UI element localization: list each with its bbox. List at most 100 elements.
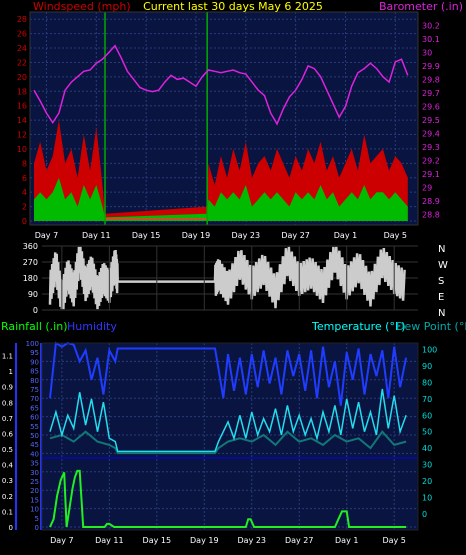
barometer-tick: 30.1: [422, 35, 440, 44]
wind-x-tick: Day 27: [281, 231, 310, 240]
wind-x-tick: Day 23: [232, 231, 261, 240]
barometer-tick: 29.3: [422, 143, 440, 152]
temperature-tick: 100: [422, 346, 437, 355]
rainfall-tick: 1.1: [2, 352, 13, 360]
temperature-series: [49, 388, 407, 453]
temperature-tick: 70: [422, 395, 432, 404]
temperature-tick: 50: [422, 428, 432, 437]
temperature-label: Temperature (°F): [311, 320, 406, 333]
rainfall-tick: 0.6: [2, 430, 14, 438]
humidity-tick: 100: [26, 340, 39, 348]
windspeed-label: Windspeed (mph): [33, 0, 131, 13]
rainfall-tick: 0.2: [2, 493, 13, 501]
axes: 024681012141618202224262828.828.92929.12…: [2, 11, 448, 545]
rainfall-tick: 1: [9, 368, 13, 376]
direction-tick: 180: [23, 274, 38, 283]
humidity-tick: 95: [30, 349, 39, 357]
wind-x-tick: Day 7: [35, 231, 58, 240]
humidity-tick: 30: [30, 469, 39, 477]
wind-speed-series: [34, 177, 408, 221]
rain-x-tick: Day 19: [190, 536, 219, 545]
windspeed-tick: 28: [17, 15, 27, 24]
rainfall-tick: 0: [9, 524, 13, 532]
temperature-tick: 60: [422, 411, 432, 420]
dewpoint-series: [49, 430, 407, 455]
temperature-tick: 10: [422, 493, 432, 502]
barometer-tick: 30: [422, 48, 432, 57]
humidity-tick: 40: [30, 450, 39, 458]
humidity-series: [49, 341, 408, 406]
direction-tick: 90: [28, 290, 38, 299]
compass-label: S: [438, 276, 444, 287]
direction-tick: 0: [33, 306, 38, 315]
rain-x-tick: Day 11: [95, 536, 124, 545]
wind-x-tick: Day 11: [82, 231, 111, 240]
windspeed-tick: 18: [17, 87, 27, 96]
barometer-tick: 29.6: [422, 102, 440, 111]
rainfall-series: [49, 469, 407, 528]
rain-x-tick: Day 23: [238, 536, 267, 545]
barometer-tick: 29.4: [422, 129, 440, 138]
wind-x-tick: Day 1: [334, 231, 357, 240]
rain-x-tick: Day 1: [335, 536, 358, 545]
barometer-tick: 28.8: [422, 210, 440, 219]
barometer-tick: 29.1: [422, 170, 440, 179]
windspeed-tick: 16: [17, 102, 27, 111]
windspeed-tick: 4: [22, 188, 27, 197]
rain-x-tick: Day 27: [285, 536, 314, 545]
rain-x-tick: Day 7: [50, 536, 73, 545]
rain-x-tick: Day 15: [143, 536, 172, 545]
humidity-tick: 0: [35, 524, 39, 532]
humidity-label: Humidity: [67, 320, 117, 333]
rainfall-tick: 0.3: [2, 477, 13, 485]
chart-title: Current last 30 days May 6 2025: [143, 0, 323, 13]
wind-x-tick: Day 19: [182, 231, 211, 240]
humidity-tick: 70: [30, 395, 39, 403]
wind-panel-frame: [29, 11, 419, 226]
humidity-tick: 50: [30, 432, 39, 440]
barometer-tick: 29.8: [422, 75, 440, 84]
temperature-tick: 0: [422, 510, 427, 519]
humidity-tick: 25: [30, 478, 39, 486]
wind-direction-series: [48, 246, 406, 310]
humidity-tick: 85: [30, 368, 39, 376]
temperature-tick: 30: [422, 461, 432, 470]
rainfall-tick: 0.4: [2, 462, 14, 470]
windspeed-tick: 12: [17, 131, 27, 140]
humidity-tick: 60: [30, 414, 39, 422]
windspeed-tick: 14: [17, 116, 27, 125]
rainfall-tick: 0.7: [2, 415, 13, 423]
humidity-tick: 90: [30, 358, 39, 366]
direction-tick: 270: [23, 258, 38, 267]
temperature-tick: 90: [422, 362, 432, 371]
barometer-tick: 29.9: [422, 62, 440, 71]
humidity-tick: 35: [30, 460, 39, 468]
barometer-tick: 30.2: [422, 21, 440, 30]
humidity-tick: 10: [30, 506, 39, 514]
barometer-series: [33, 44, 409, 126]
humidity-tick: 20: [30, 487, 39, 495]
rain-panel-frame: [41, 342, 419, 531]
dewpoint-label: Dew Point (°F): [396, 320, 466, 333]
windspeed-tick: 2: [22, 203, 27, 212]
compass-label: W: [438, 260, 448, 271]
humidity-tick: 75: [30, 386, 39, 394]
direction-tick: 360: [23, 242, 38, 251]
barometer-tick: 29: [422, 183, 432, 192]
windspeed-tick: 26: [17, 30, 27, 39]
compass-label: E: [438, 292, 444, 303]
humidity-tick: 65: [30, 404, 39, 412]
windspeed-tick: 20: [17, 73, 27, 82]
temperature-tick: 80: [422, 378, 432, 387]
windspeed-tick: 0: [22, 217, 27, 226]
wind-x-tick: Day 5: [384, 231, 407, 240]
rainfall-tick: 0.1: [2, 508, 13, 516]
rainfall-tick: 0.8: [2, 399, 13, 407]
rain-panel-bg: [42, 343, 418, 530]
wind-x-tick: Day 15: [132, 231, 161, 240]
windspeed-tick: 8: [22, 159, 27, 168]
windspeed-tick: 10: [17, 145, 27, 154]
humidity-tick: 15: [30, 496, 39, 504]
barometer-tick: 28.9: [422, 197, 440, 206]
